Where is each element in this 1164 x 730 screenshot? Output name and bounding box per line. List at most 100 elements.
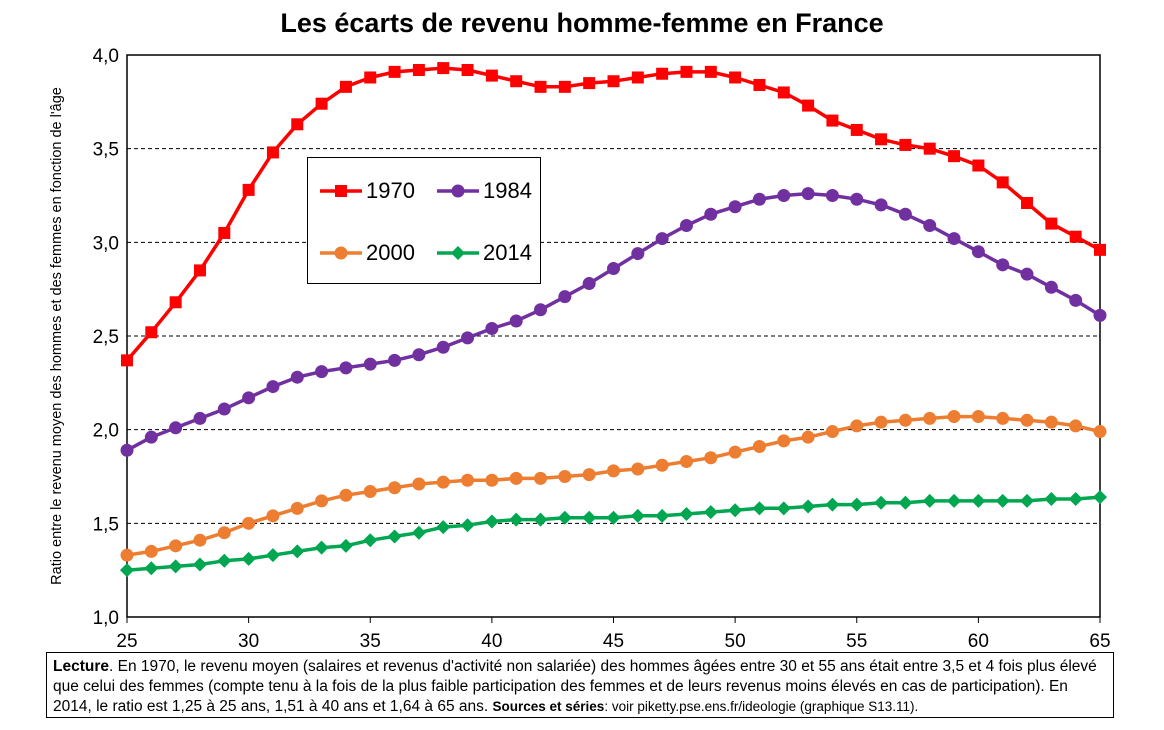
data-point-1970 bbox=[193, 264, 206, 277]
data-point-1970 bbox=[777, 86, 790, 99]
data-point-2000 bbox=[704, 451, 718, 465]
data-point-1970 bbox=[583, 77, 596, 90]
data-point-2014 bbox=[338, 538, 353, 553]
x-tick-label: 40 bbox=[481, 631, 502, 650]
data-point-2000 bbox=[436, 475, 450, 489]
data-point-2014 bbox=[801, 499, 816, 514]
data-point-1970 bbox=[510, 75, 523, 88]
series-1970 bbox=[121, 62, 1106, 367]
data-point-1970 bbox=[996, 176, 1009, 189]
legend-item-2000: 2000 bbox=[318, 240, 415, 266]
data-point-1984 bbox=[728, 200, 742, 214]
data-point-2000 bbox=[315, 494, 329, 508]
data-point-2000 bbox=[655, 458, 669, 472]
data-point-2014 bbox=[533, 512, 548, 527]
x-tick-label: 30 bbox=[238, 631, 259, 650]
data-point-1970 bbox=[461, 63, 474, 76]
data-point-1984 bbox=[558, 290, 572, 304]
data-point-1984 bbox=[631, 247, 645, 261]
data-point-2014 bbox=[120, 563, 134, 578]
legend-marker-2000 bbox=[320, 246, 362, 260]
note-sources-text: : voir piketty.pse.ens.fr/ideologie (gra… bbox=[604, 699, 919, 714]
data-point-2014 bbox=[436, 520, 451, 535]
axes bbox=[126, 54, 1101, 623]
data-point-1984 bbox=[339, 361, 353, 375]
data-point-1970 bbox=[437, 62, 450, 75]
data-point-2000 bbox=[412, 477, 426, 491]
y-tick-label: 2,5 bbox=[93, 327, 119, 348]
data-point-1970 bbox=[948, 150, 961, 163]
data-point-2014 bbox=[265, 548, 280, 563]
data-point-2014 bbox=[1093, 490, 1107, 505]
x-tick-label: 50 bbox=[725, 631, 746, 650]
data-point-1970 bbox=[899, 138, 912, 151]
data-point-2014 bbox=[241, 551, 256, 566]
data-point-2014 bbox=[728, 503, 743, 518]
data-point-1984 bbox=[363, 357, 377, 371]
data-point-2000 bbox=[825, 425, 839, 439]
data-point-2000 bbox=[1044, 415, 1058, 429]
series-2014 bbox=[120, 490, 1107, 578]
data-point-2000 bbox=[898, 413, 912, 427]
legend-marker-1970 bbox=[320, 185, 362, 197]
data-point-2000 bbox=[631, 462, 645, 476]
data-point-1970 bbox=[145, 326, 158, 339]
data-point-2000 bbox=[193, 533, 207, 547]
data-point-1984 bbox=[704, 207, 718, 221]
data-point-2014 bbox=[606, 510, 621, 525]
data-point-1984 bbox=[777, 189, 791, 202]
data-point-2000 bbox=[266, 509, 280, 523]
data-point-1970 bbox=[534, 80, 547, 93]
chart-title: Les écarts de revenu homme-femme en Fran… bbox=[280, 8, 884, 38]
data-point-1984 bbox=[898, 207, 912, 221]
data-point-2000 bbox=[461, 473, 475, 487]
data-point-2000 bbox=[485, 473, 499, 487]
data-point-1970 bbox=[1094, 243, 1106, 256]
x-tick-label: 65 bbox=[1089, 631, 1110, 650]
y-tick-label: 3,5 bbox=[93, 140, 119, 161]
data-point-1984 bbox=[461, 331, 475, 345]
data-point-2000 bbox=[1069, 419, 1083, 433]
y-tick-label: 1,5 bbox=[93, 514, 119, 535]
data-point-2000 bbox=[850, 419, 864, 433]
data-point-1984 bbox=[509, 314, 523, 328]
data-point-2000 bbox=[679, 455, 693, 469]
data-point-2000 bbox=[120, 548, 134, 562]
data-point-1970 bbox=[388, 65, 401, 78]
data-point-1970 bbox=[339, 80, 352, 93]
legend-label-2000: 2000 bbox=[366, 240, 415, 265]
series-1984 bbox=[120, 187, 1107, 457]
data-point-1984 bbox=[388, 353, 402, 367]
data-point-2014 bbox=[411, 525, 426, 540]
data-point-1984 bbox=[217, 402, 231, 416]
data-point-1984 bbox=[971, 245, 985, 259]
data-point-2014 bbox=[995, 493, 1010, 508]
data-point-1984 bbox=[1044, 280, 1058, 294]
data-point-2000 bbox=[363, 484, 377, 498]
data-point-1970 bbox=[972, 159, 985, 172]
data-point-1984 bbox=[242, 391, 256, 405]
data-point-1984 bbox=[315, 365, 329, 379]
data-point-2000 bbox=[801, 430, 815, 444]
data-point-1984 bbox=[1069, 293, 1083, 307]
data-point-2000 bbox=[971, 410, 985, 424]
data-point-2014 bbox=[922, 493, 937, 508]
data-point-1970 bbox=[656, 67, 669, 80]
tick-labels: 1,0 1,5 2,0 2,5 3,0 3,5 4,0 25 30 35 40 45 50 55 60 65 bbox=[93, 46, 1111, 650]
data-point-1970 bbox=[680, 65, 693, 78]
data-point-1970 bbox=[169, 296, 182, 309]
data-point-2014 bbox=[947, 493, 962, 508]
data-point-1984 bbox=[290, 370, 304, 384]
data-point-1970 bbox=[315, 97, 328, 110]
data-point-2000 bbox=[558, 470, 572, 483]
data-point-2014 bbox=[655, 508, 670, 523]
series-line-1970 bbox=[125, 66, 1101, 362]
data-point-2000 bbox=[923, 411, 937, 425]
data-point-2000 bbox=[582, 468, 596, 482]
data-point-2014 bbox=[679, 506, 694, 521]
data-point-1984 bbox=[1020, 267, 1034, 281]
data-point-2000 bbox=[388, 481, 402, 495]
data-point-2014 bbox=[217, 553, 232, 568]
data-point-1970 bbox=[631, 71, 644, 84]
data-point-2014 bbox=[290, 544, 305, 559]
